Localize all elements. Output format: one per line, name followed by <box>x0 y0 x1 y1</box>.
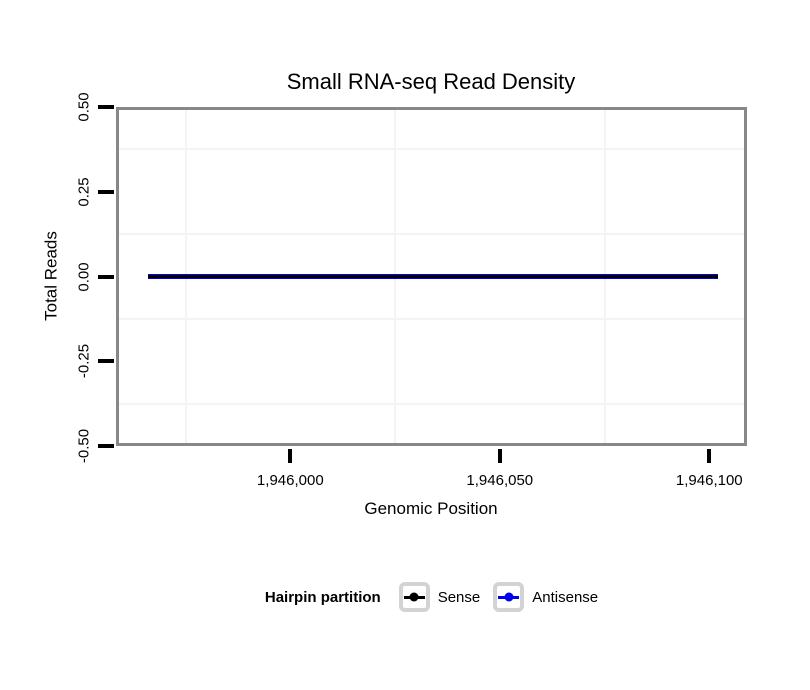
x-axis-tick <box>288 449 293 463</box>
y-tick-label: 0.25 <box>75 177 93 207</box>
legend-item-sense: Sense <box>398 582 481 612</box>
x-axis-tick <box>497 449 502 463</box>
x-tick-label: 1,946,000 <box>256 472 324 489</box>
x-tick-label: 1,946,100 <box>675 472 743 489</box>
y-axis-tick <box>98 274 114 279</box>
sense-key-icon <box>398 582 430 612</box>
legend-label-sense: Sense <box>437 588 481 606</box>
gridline-horizontal <box>119 317 744 320</box>
y-axis-tick <box>98 359 114 364</box>
y-tick-label: 0.00 <box>75 261 93 292</box>
y-axis-tick <box>98 444 114 448</box>
x-axis-tick <box>707 449 712 463</box>
y-axis-label: Total Reads <box>41 231 61 321</box>
plot-panel <box>116 107 747 446</box>
gridline-horizontal <box>119 148 744 151</box>
legend-title: Hairpin partition <box>264 588 381 606</box>
legend: Hairpin partition Sense Antisense <box>116 582 747 612</box>
y-tick-label: 0.50 <box>75 92 93 122</box>
y-axis-tick <box>98 105 114 109</box>
antisense-key-icon <box>493 582 525 612</box>
antisense-key-dot <box>504 592 514 602</box>
legend-label-antisense: Antisense <box>532 588 599 606</box>
chart-title: Small RNA-seq Read Density <box>286 69 576 94</box>
legend-item-antisense: Antisense <box>493 582 598 612</box>
x-axis-label: Genomic Position <box>364 499 498 518</box>
data-line-sense <box>147 275 718 278</box>
y-tick-label: -0.25 <box>75 344 93 379</box>
sense-key-dot <box>409 592 419 602</box>
gridline-horizontal <box>119 233 744 236</box>
gridline-horizontal <box>119 402 744 405</box>
y-tick-label: -0.50 <box>75 428 93 464</box>
x-tick-label: 1,946,050 <box>466 472 534 489</box>
y-axis-tick <box>98 189 114 194</box>
